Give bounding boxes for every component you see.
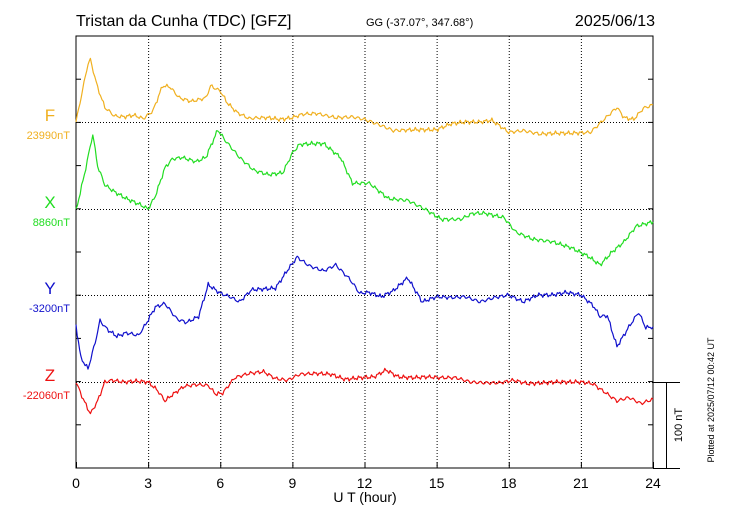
scale-bar: [653, 382, 680, 469]
station-coordinates: GG (-37.07°, 347.68°): [366, 17, 473, 29]
x-tick-label: 3: [144, 475, 152, 491]
baseline-value-x: 8860nT: [33, 217, 71, 229]
baseline-value-f: 23990nT: [27, 130, 71, 142]
series-line-z: [75, 367, 654, 415]
component-labels: F 23990nT X 8860nT Y -3200nT Z -22060nT: [23, 106, 70, 402]
x-tick-label: 15: [429, 475, 445, 491]
x-tick-label: 24: [645, 475, 661, 491]
series-layer: [75, 57, 654, 415]
x-tick-label: 12: [357, 475, 373, 491]
component-label-y: Y: [44, 279, 55, 298]
x-tick-label: 0: [72, 475, 80, 491]
baseline-value-z: -22060nT: [23, 390, 70, 402]
x-axis-label: U T (hour): [333, 489, 396, 505]
x-tick-label: 21: [573, 475, 589, 491]
x-tick-label: 18: [501, 475, 517, 491]
station-title: Tristan da Cunha (TDC) [GFZ]: [76, 13, 291, 30]
plot-date: 2025/06/13: [575, 13, 655, 30]
component-label-z: Z: [45, 366, 55, 385]
x-tick-label: 6: [216, 475, 224, 491]
scale-bar-label: 100 nT: [673, 408, 685, 443]
x-axis-ticks: 0 3 6 9 12 15 18 21 24: [72, 35, 661, 491]
component-label-x: X: [44, 193, 55, 212]
series-line-f: [75, 57, 654, 137]
plotted-timestamp: Plotted at 2025/07/12 00:42 UT: [706, 337, 716, 463]
component-label-f: F: [45, 106, 55, 125]
series-line-x: [75, 130, 654, 267]
baseline-value-y: -3200nT: [29, 303, 70, 315]
plot-frame: [75, 35, 654, 469]
series-line-y: [75, 255, 654, 370]
x-tick-label: 9: [288, 475, 296, 491]
